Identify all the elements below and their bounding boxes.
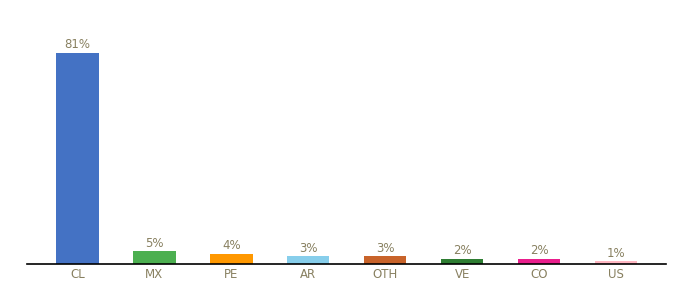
Text: 2%: 2% [453,244,471,257]
Text: 3%: 3% [299,242,318,255]
Bar [441,259,483,264]
Bar [364,256,407,264]
Bar [133,251,175,264]
Bar [595,261,637,264]
Bar [518,259,560,264]
Text: 81%: 81% [65,38,90,51]
Text: 5%: 5% [145,237,164,250]
Text: 1%: 1% [607,247,626,260]
Bar [56,53,99,264]
Text: 2%: 2% [530,244,549,257]
Bar [287,256,330,264]
Text: 3%: 3% [376,242,394,255]
Bar [210,254,252,264]
Text: 4%: 4% [222,239,241,252]
